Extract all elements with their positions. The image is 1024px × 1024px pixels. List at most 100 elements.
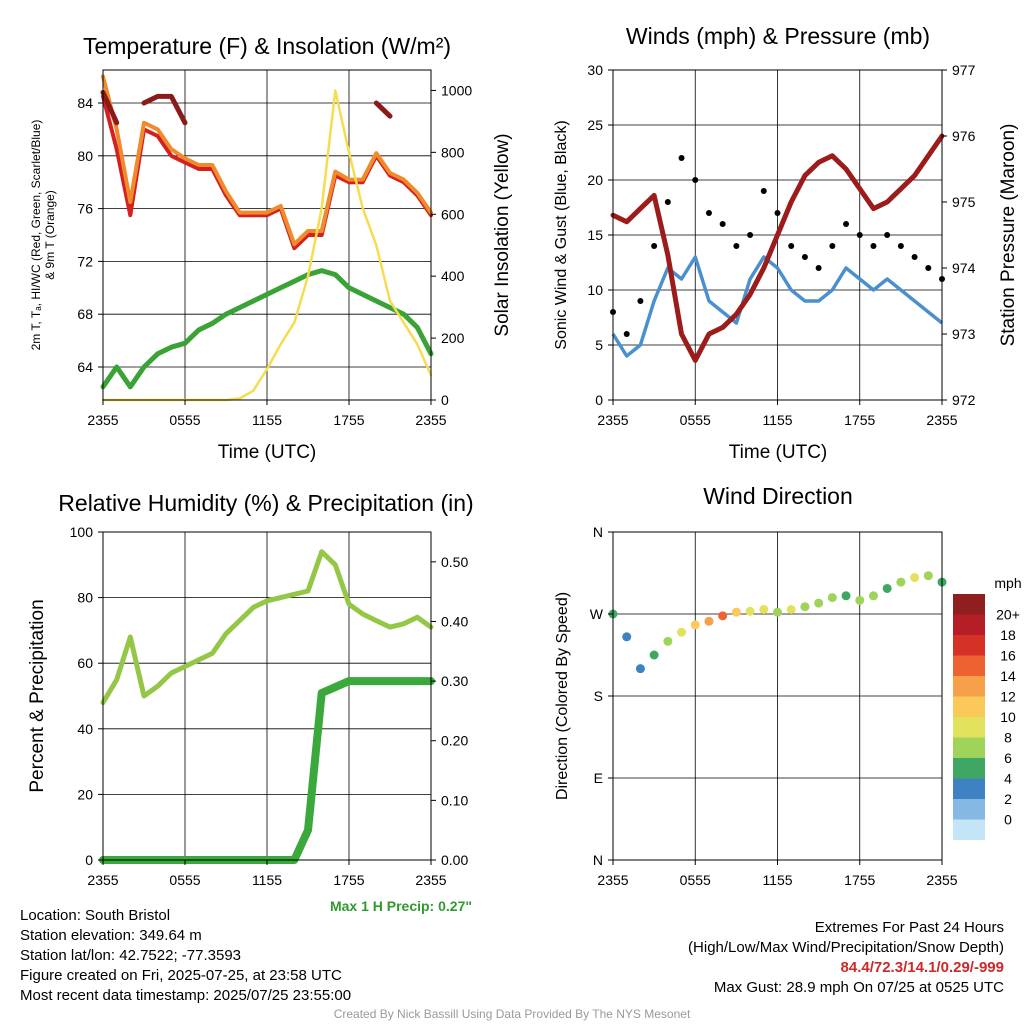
legend-label: 16 xyxy=(1000,648,1016,664)
temperature-panel: Temperature (F) & Insolation (W/m²) 64 68… xyxy=(29,33,513,463)
legend-label: 18 xyxy=(1000,627,1016,643)
temp-right-tick-label: 0 xyxy=(441,392,449,408)
dir-x-tick-label: 1755 xyxy=(844,872,875,888)
rh-right-tick-label: 0.10 xyxy=(441,792,468,808)
winds-ylabel-right: Station Pressure (Maroon) xyxy=(998,124,1019,347)
extremes-values: 84.4/72.3/14.1/0.29/-999 xyxy=(840,959,1004,976)
direction-point xyxy=(814,598,824,608)
winds-series-line-2 xyxy=(610,133,945,363)
direction-point xyxy=(731,607,741,617)
winds-left-tick-label: 15 xyxy=(587,227,603,243)
legend-swatch xyxy=(953,778,985,799)
temp-ylabel-line1: 2m T, Tₐ, HI/WC (Red, Green, Scarlet/Blu… xyxy=(29,120,43,351)
gust-point xyxy=(801,254,808,260)
dir-x-tick-label: 2355 xyxy=(926,872,957,888)
rh-left-tick-label: 100 xyxy=(70,524,94,540)
rh-panel: Relative Humidity (%) & Precipitation (i… xyxy=(27,490,474,914)
temp-right-tick-label: 800 xyxy=(441,144,465,160)
direction-point xyxy=(677,627,687,637)
gust-point xyxy=(925,265,932,271)
winds-x-tick-label: 2355 xyxy=(926,412,957,428)
gust-point xyxy=(856,232,863,238)
rh-ylabel: Percent & Precipitation xyxy=(27,599,48,792)
direction-point xyxy=(882,583,892,593)
winds-right-tick-label: 975 xyxy=(952,194,976,210)
legend-label: 14 xyxy=(1000,668,1016,684)
dir-left-tick-label: E xyxy=(594,770,603,786)
legend-swatch xyxy=(953,819,985,840)
rh-left-tick-label: 40 xyxy=(77,721,93,737)
rh-title: Relative Humidity (%) & Precipitation (i… xyxy=(58,490,473,516)
gust-point xyxy=(705,210,712,216)
gust-point xyxy=(788,243,795,249)
winds-x-ticks: 2355 0555 1155 1755 2355 xyxy=(597,400,958,428)
legend-swatch xyxy=(953,799,985,820)
temp-right-tick-label: 200 xyxy=(441,330,465,346)
temp-grid xyxy=(102,70,432,400)
temp-ylabel-line2: & 9m T (Orange) xyxy=(43,190,57,280)
temp-x-tick-label: 0555 xyxy=(169,412,200,428)
temp-left-tick-label: 72 xyxy=(77,253,93,269)
gust-point xyxy=(843,221,850,227)
direction-point xyxy=(663,636,673,646)
winds-right-tick-label: 972 xyxy=(952,392,976,408)
dir-left-tick-label: W xyxy=(590,606,604,622)
extremes-info: Extremes For Past 24 Hours (High/Low/Max… xyxy=(688,918,1004,998)
extremes-subtitle: (High/Low/Max Wind/Precipitation/Snow De… xyxy=(688,939,1004,956)
direction-point xyxy=(718,611,728,621)
legend-label: 4 xyxy=(1004,771,1012,787)
winds-left-ticks: 0 5 10 15 20 25 30 xyxy=(587,62,613,408)
gust-point xyxy=(719,221,726,227)
winds-left-tick-label: 10 xyxy=(587,282,603,298)
direction-point xyxy=(622,632,632,642)
temp-x-tick-label: 2355 xyxy=(415,412,446,428)
winds-right-ticks: 972 973 974 975 976 977 xyxy=(942,62,976,408)
dir-marks xyxy=(608,571,947,674)
temp-xlabel: Time (UTC) xyxy=(218,442,317,463)
rh-right-tick-label: 0.20 xyxy=(441,733,468,749)
dir-x-tick-label: 2355 xyxy=(597,872,628,888)
temp-ylabel-right: Solar Insolation (Yellow) xyxy=(492,133,513,336)
legend-title: mph xyxy=(994,575,1021,591)
dir-grid xyxy=(612,531,943,861)
temp-right-ticks: 0 200 400 600 800 1000 xyxy=(431,82,472,408)
temp-title: Temperature (F) & Insolation (W/m²) xyxy=(83,33,451,59)
rh-left-tick-label: 20 xyxy=(77,786,93,802)
dir-ylabel: Direction (Colored By Speed) xyxy=(554,592,571,800)
rh-right-tick-label: 0.00 xyxy=(441,852,468,868)
legend-swatch xyxy=(953,635,985,656)
legend-swatch xyxy=(953,655,985,676)
temp-x-tick-label: 2355 xyxy=(87,412,118,428)
legend-swatch xyxy=(953,614,985,635)
gust-point xyxy=(815,265,822,271)
dir-left-ticks: N E S W N xyxy=(590,524,613,868)
direction-point xyxy=(759,604,769,614)
direction-point xyxy=(635,664,645,674)
winds-left-tick-label: 5 xyxy=(595,337,603,353)
dir-title: Wind Direction xyxy=(703,483,853,509)
rh-left-ticks: 0 20 40 60 80 100 xyxy=(70,524,103,868)
direction-point xyxy=(786,604,796,614)
rh-right-ticks: 0.00 0.10 0.20 0.30 0.40 0.50 xyxy=(431,554,468,868)
legend-swatch xyxy=(953,758,985,779)
temp-x-tick-label: 1755 xyxy=(333,412,364,428)
temp-right-tick-label: 400 xyxy=(441,268,465,284)
legend-label: 0 xyxy=(1004,812,1012,828)
winds-right-tick-label: 973 xyxy=(952,326,976,342)
direction-point xyxy=(649,650,659,660)
credit-text: Created By Nick Bassill Using Data Provi… xyxy=(333,1007,691,1021)
legend-swatch xyxy=(953,594,985,615)
temp-series-line-2 xyxy=(100,89,393,126)
legend-label: 2 xyxy=(1004,791,1012,807)
temp-left-tick-label: 80 xyxy=(77,148,93,164)
winds-x-tick-label: 0555 xyxy=(680,412,711,428)
legend-label: 10 xyxy=(1000,709,1016,725)
legend-label: 20+ xyxy=(996,607,1020,623)
direction-point xyxy=(800,602,810,612)
rh-x-tick-label: 1155 xyxy=(252,872,282,888)
rh-left-tick-label: 0 xyxy=(85,852,93,868)
gust-point xyxy=(623,331,630,337)
recent-text: Most recent data timestamp: 2025/07/25 2… xyxy=(20,987,352,1004)
legend-swatch xyxy=(953,717,985,738)
